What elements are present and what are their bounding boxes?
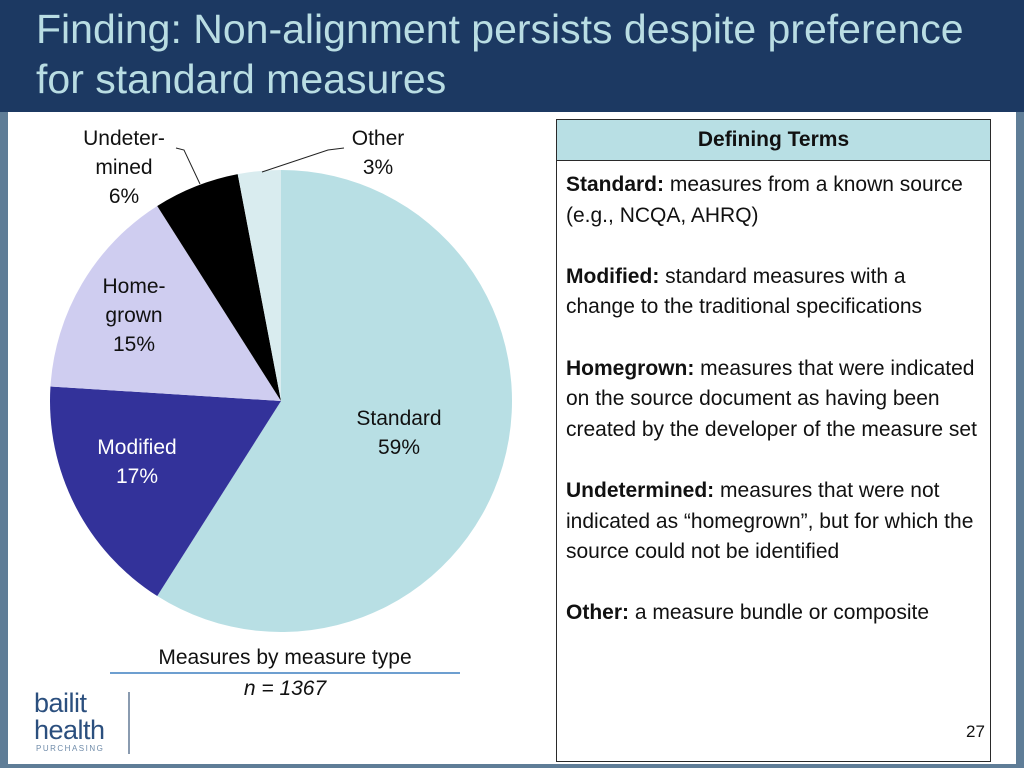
label-undetermined-value: 6% (108, 185, 140, 208)
label-modified-value: 17% (115, 465, 159, 488)
label-other-name: Other (351, 127, 405, 150)
logo-divider (128, 692, 130, 754)
label-other: Other 3% (328, 124, 428, 182)
label-homegrown-line1: Home- (102, 275, 166, 298)
label-standard-name: Standard (356, 407, 442, 430)
term-standard: Standard: measures from a known source (… (566, 173, 963, 227)
label-homegrown: Home- grown 15% (74, 272, 194, 359)
pie-slice-standard (157, 170, 512, 632)
page-number: 27 (966, 722, 985, 741)
term-homegrown: Homegrown: measures that were indicated … (566, 356, 977, 441)
leader-line-other (261, 147, 345, 173)
sample-size: n = 1367 (243, 677, 327, 700)
label-homegrown-value: 15% (112, 333, 156, 356)
logo-line2: health (34, 715, 105, 745)
slide-body: Standard 59% Modified 17% Home- grown 15… (8, 112, 1016, 764)
label-undetermined: Undeter- mined 6% (64, 124, 184, 211)
term-other: Other: a measure bundle or composite (566, 601, 929, 625)
pie-chart (50, 147, 512, 632)
label-other-value: 3% (362, 156, 394, 179)
pie-slice-undetermined (157, 174, 281, 401)
logo-subtitle: PURCHASING (36, 744, 105, 753)
term-undetermined: Undetermined: measures that were not ind… (566, 478, 974, 564)
defining-terms-body: Standard: measures from a known source (… (557, 161, 990, 629)
title-bar: Finding: Non-alignment persists despite … (0, 0, 1024, 112)
label-undetermined-line2: mined (95, 156, 153, 179)
caption-divider (110, 672, 460, 674)
label-standard-value: 59% (377, 436, 421, 459)
chart-caption: Measures by measure type (158, 646, 412, 669)
pie-slice-homegrown (50, 205, 281, 401)
label-homegrown-line2: grown (105, 304, 163, 327)
label-standard: Standard 59% (334, 404, 464, 462)
label-undetermined-line1: Undeter- (83, 127, 165, 150)
pie-slice-other (237, 170, 281, 401)
slide-title: Finding: Non-alignment persists despite … (36, 6, 964, 102)
defining-terms-header: Defining Terms (557, 120, 990, 161)
pie-slice-modified (50, 386, 281, 597)
logo-line1: bailit (34, 688, 87, 718)
bailit-health-logo: bailit health PURCHASING (34, 690, 144, 760)
term-modified: Modified: standard measures with a chang… (566, 264, 923, 319)
leader-line-undetermined (175, 147, 201, 185)
label-modified-name: Modified (97, 436, 177, 459)
defining-terms-box: Defining Terms Standard: measures from a… (556, 119, 991, 762)
label-modified: Modified 17% (72, 433, 202, 491)
